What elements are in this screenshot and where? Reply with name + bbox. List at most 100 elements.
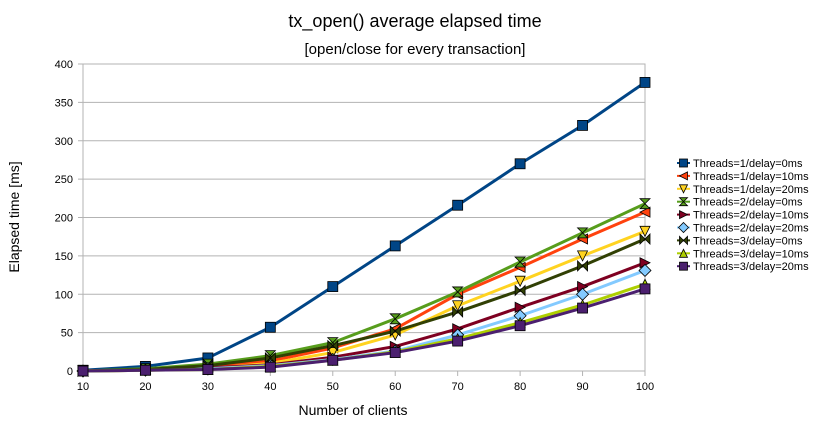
y-tick-label: 100 [55,289,73,301]
y-tick-label: 250 [55,174,73,186]
x-tick-label: 100 [636,381,654,393]
legend-marker [678,248,689,258]
x-tick-label: 40 [264,381,276,393]
x-tick-label: 70 [452,381,464,393]
data-point [327,281,339,292]
legend-label: Threads=3/delay=10ms [693,248,809,260]
legend-label: Threads=2/delay=20ms [693,223,809,235]
data-point [639,198,651,210]
legend-label: Threads=3/delay=20ms [693,261,809,273]
legend-label: Threads=2/delay=10ms [693,210,809,222]
data-point [514,275,526,288]
y-tick-label: 400 [55,59,73,71]
plot-area: 0 50 100 150 200 250 300 350 400 10 20 30 40 50 60 70 80… [55,59,655,393]
data-point [514,256,527,268]
legend-marker [678,184,689,194]
legend-marker [679,261,688,271]
x-tick-label: 90 [576,381,588,393]
data-point [452,335,464,347]
legend-item: Threads=1/delay=0ms [677,158,803,170]
data-point [577,302,588,314]
y-tick-label: 200 [55,213,73,225]
legend-item: Threads=3/delay=10ms [677,248,809,260]
data-point [638,263,652,278]
legend-label: Threads=1/delay=20ms [693,184,809,196]
x-tick-label: 60 [389,381,401,393]
data-point [389,313,402,325]
data-point [202,364,214,375]
x-tick-label: 30 [202,381,214,393]
data-point [389,347,401,358]
series-line [82,210,646,373]
data-point [264,351,276,364]
series-9 [77,283,651,377]
series-5 [77,257,651,377]
chart-title: tx_open() average elapsed time [288,11,541,32]
data-point [577,259,588,272]
legend-item: Threads=2/delay=0ms [677,197,803,209]
chart-subtitle: [open/close for every transaction] [305,41,526,58]
series-line [82,282,646,373]
data-point [639,233,651,245]
series-line [82,287,646,373]
data-point [389,240,401,252]
legend-marker [679,158,688,168]
data-point [514,158,526,170]
data-point [140,364,151,376]
y-tick-label: 0 [67,366,73,378]
legend-label: Threads=3/delay=0ms [693,235,803,247]
data-point [576,250,589,262]
x-tick-label: 10 [77,381,89,393]
x-tick-label: 50 [327,381,339,393]
x-tick-label: 80 [514,381,526,393]
legend-item: Threads=2/delay=10ms [677,210,809,222]
data-point [639,77,651,88]
legend-marker [677,221,690,234]
series-4 [77,198,651,377]
y-tick-label: 300 [55,136,73,148]
data-point [327,339,339,352]
legend-label: Threads=1/delay=10ms [693,171,809,183]
data-point [576,227,589,239]
legend-marker [678,197,689,207]
legend-marker [679,235,688,246]
data-point [451,286,464,298]
legend-marker [678,171,688,181]
data-point [452,305,464,318]
data-point [639,206,651,218]
data-point [639,283,651,295]
data-point [639,225,651,238]
x-axis-title: Number of clients [299,402,408,418]
series-line [82,237,646,373]
data-point [264,321,276,333]
x-tick-label: 20 [139,381,151,393]
data-point [77,365,89,377]
plot-frame [82,63,646,372]
legend-label: Threads=2/delay=0ms [693,197,803,209]
data-point [327,354,339,366]
data-point [514,320,526,332]
series-line [82,81,646,372]
legend-item: Threads=3/delay=20ms [677,261,809,273]
data-point [577,120,588,131]
legend-item: Threads=1/delay=10ms [677,171,809,183]
legend-item: Threads=2/delay=20ms [677,221,809,235]
legend-label: Threads=1/delay=0ms [693,158,803,170]
data-point [452,300,464,312]
legend-item: Threads=1/delay=20ms [677,184,809,196]
y-tick-label: 50 [61,328,73,340]
series-6 [76,263,652,378]
data-point [389,325,401,338]
y-axis-title: Elapsed time [ms] [6,161,22,272]
series-line [82,202,646,373]
y-tick-label: 150 [55,251,73,263]
legend: Threads=1/delay=0msThreads=1/delay=10msT… [677,158,809,273]
y-tick-label: 350 [55,97,73,109]
data-point [514,284,526,297]
data-point [264,361,276,373]
data-point [452,199,464,211]
legend-item: Threads=3/delay=0ms [677,235,803,247]
legend-marker [679,209,689,220]
